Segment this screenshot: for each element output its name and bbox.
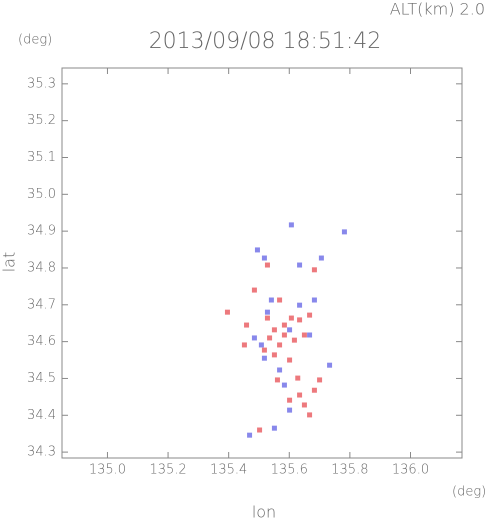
x-tick-label: 135.8 <box>331 463 368 478</box>
point <box>287 397 293 403</box>
point <box>277 342 283 348</box>
point <box>287 407 293 413</box>
point <box>271 327 277 333</box>
header: ALT(km) 2.0 <box>390 0 485 19</box>
point <box>327 362 333 368</box>
point <box>297 392 303 398</box>
point <box>317 377 323 383</box>
point <box>297 302 303 308</box>
point <box>301 402 307 408</box>
y-tick-label: 35.1 <box>27 150 56 165</box>
point <box>307 332 313 338</box>
point <box>254 247 260 253</box>
point <box>281 382 287 388</box>
y-label: lat <box>0 252 19 273</box>
y-tick-label: 34.6 <box>27 334 56 349</box>
point <box>287 357 293 363</box>
point <box>274 377 280 383</box>
point <box>311 267 317 273</box>
x-tick-label: 135.4 <box>210 463 247 478</box>
point <box>268 297 274 303</box>
y-tick-label: 35.2 <box>27 113 56 128</box>
x-tick-label: 135.2 <box>149 463 186 478</box>
point <box>251 287 257 293</box>
y-tick-label: 34.4 <box>27 408 56 423</box>
point <box>295 375 301 381</box>
point <box>291 337 297 343</box>
point <box>241 342 247 348</box>
point <box>251 335 257 341</box>
point <box>277 367 283 373</box>
x-tick-label: 135.0 <box>89 463 126 478</box>
point <box>307 312 313 318</box>
point <box>271 425 277 431</box>
point <box>264 309 270 315</box>
point <box>311 297 317 303</box>
point <box>297 317 303 323</box>
x-unit: (deg) <box>452 485 486 500</box>
point <box>257 427 263 433</box>
point <box>271 352 277 358</box>
point <box>281 322 287 328</box>
x-tick-label: 135.6 <box>271 463 308 478</box>
point <box>341 229 347 235</box>
point <box>281 332 287 338</box>
point <box>311 387 317 393</box>
point <box>267 335 273 341</box>
point <box>258 342 264 348</box>
plot-frame <box>61 67 463 459</box>
point <box>277 297 283 303</box>
x-label: lon <box>252 503 276 521</box>
point <box>297 262 303 268</box>
y-tick-label: 34.8 <box>27 260 56 275</box>
point <box>247 432 253 438</box>
y-tick-label: 34.5 <box>27 371 56 386</box>
y-tick-label: 35.3 <box>27 76 56 91</box>
y-tick-label: 34.7 <box>27 297 56 312</box>
y-tick-label: 35.0 <box>27 187 56 202</box>
x-tick-label: 136.0 <box>392 463 429 478</box>
point <box>261 347 267 353</box>
y-tick-label: 34.3 <box>27 445 56 460</box>
point <box>261 255 267 261</box>
point <box>318 255 324 261</box>
point <box>287 327 293 333</box>
point <box>288 222 294 228</box>
point <box>307 412 313 418</box>
point <box>224 309 230 315</box>
point <box>264 262 270 268</box>
point <box>301 332 307 338</box>
chart-title: 2013/09/08 18:51:42 <box>149 29 382 54</box>
y-tick-label: 34.9 <box>27 224 56 239</box>
point <box>288 315 294 321</box>
point <box>261 355 267 361</box>
point <box>264 315 270 321</box>
y-unit: (deg) <box>18 33 52 48</box>
point <box>244 322 250 328</box>
